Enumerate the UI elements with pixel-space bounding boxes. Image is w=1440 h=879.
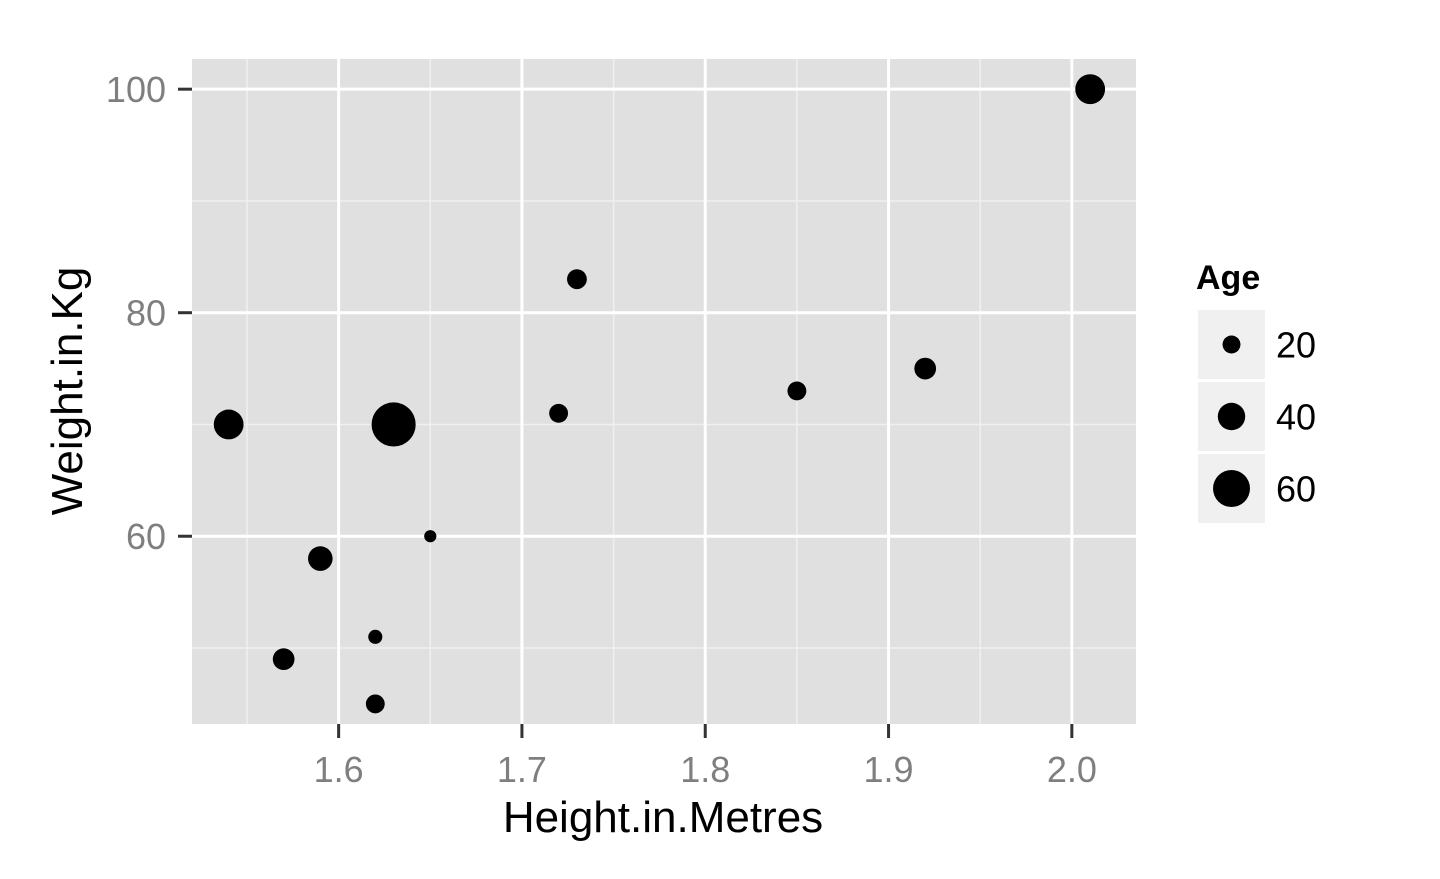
legend-entries: 20 40 60 [1198,310,1316,523]
legend-symbol [1222,335,1241,354]
legend-symbol [1213,470,1250,507]
data-points [213,74,1106,714]
x-tick-labels: 1.6 1.7 1.8 1.9 2.0 [314,749,1097,790]
legend-label: 60 [1276,469,1316,510]
data-point [272,648,295,671]
data-point [787,381,807,401]
x-tick-label: 1.9 [864,749,914,790]
x-tick-label: 1.6 [314,749,364,790]
data-point [308,546,333,571]
legend-label: 40 [1276,397,1316,438]
data-point [914,357,937,380]
x-tick-label: 1.8 [680,749,730,790]
legend-label: 20 [1276,325,1316,366]
data-point [213,409,244,440]
legend-title: Age [1196,259,1260,297]
y-tick-label: 100 [106,69,166,110]
size-legend: Age 20 40 60 [1196,259,1316,523]
y-tick-label: 60 [126,516,166,557]
legend-symbol [1217,402,1246,431]
data-point [365,694,385,714]
data-point [424,530,437,543]
data-point [368,629,383,644]
y-axis-title: Weight.in.Kg [43,267,92,516]
y-tick-label: 80 [126,293,166,334]
data-point [371,402,416,447]
data-point [549,403,569,423]
x-tick-label: 2.0 [1047,749,1097,790]
data-point [567,269,587,290]
plot-panel [192,59,1136,724]
y-tick-labels: 60 80 100 [106,69,166,557]
axis-ticks [178,87,1074,738]
major-gridlines [192,59,1136,724]
data-point [1075,74,1106,105]
x-axis-title: Height.in.Metres [503,793,823,842]
minor-gridlines [192,59,1136,724]
x-tick-label: 1.7 [497,749,547,790]
